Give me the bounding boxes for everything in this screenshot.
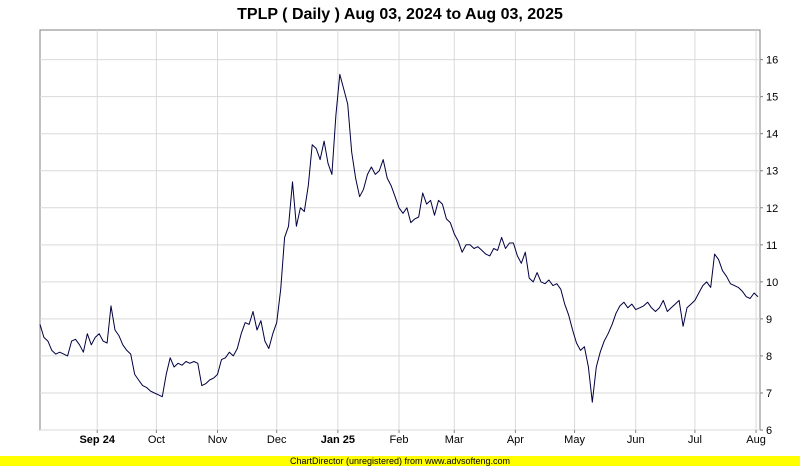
y-tick-label: 8 bbox=[766, 351, 772, 363]
x-tick-label: Nov bbox=[208, 434, 228, 446]
plot-area bbox=[39, 29, 761, 431]
x-tick-label: Jan 25 bbox=[321, 434, 355, 446]
y-tick-label: 13 bbox=[766, 166, 778, 178]
chart-title: TPLP ( Daily ) Aug 03, 2024 to Aug 03, 2… bbox=[237, 6, 563, 23]
y-tick-label: 11 bbox=[766, 240, 777, 252]
y-tick-label: 6 bbox=[766, 425, 772, 437]
y-tick-label: 10 bbox=[766, 277, 778, 289]
x-axis: Sep 24 Oct Nov Dec Jan 25 Feb Mar Apr May Jun Jul A… bbox=[79, 430, 766, 446]
y-axis: 6 7 8 9 10 11 12 13 14 15 16 bbox=[760, 55, 778, 437]
y-tick-label: 9 bbox=[766, 314, 772, 326]
y-tick-label: 7 bbox=[766, 388, 772, 400]
footer-bar bbox=[0, 456, 800, 466]
y-tick-label: 12 bbox=[766, 203, 778, 215]
x-tick-label: Feb bbox=[390, 434, 409, 446]
y-tick-label: 16 bbox=[766, 55, 778, 67]
x-tick-label: Aug bbox=[746, 434, 766, 446]
x-tick-label: Oct bbox=[148, 434, 165, 446]
x-tick-label: Jul bbox=[688, 434, 702, 446]
x-tick-label: Dec bbox=[267, 434, 287, 446]
x-tick-label: Mar bbox=[445, 434, 464, 446]
grid-lines bbox=[40, 30, 760, 431]
x-tick-label: Apr bbox=[507, 434, 524, 446]
y-tick-label: 14 bbox=[766, 129, 778, 141]
x-tick-label: Sep 24 bbox=[79, 434, 115, 446]
x-tick-label: May bbox=[564, 434, 585, 446]
series-layer bbox=[39, 73, 759, 403]
x-tick-label: Jun bbox=[627, 434, 645, 446]
series-line bbox=[39, 73, 759, 403]
y-tick-label: 15 bbox=[766, 92, 778, 104]
footer-credit: ChartDirector (unregistered) from www.ad… bbox=[289, 456, 511, 466]
